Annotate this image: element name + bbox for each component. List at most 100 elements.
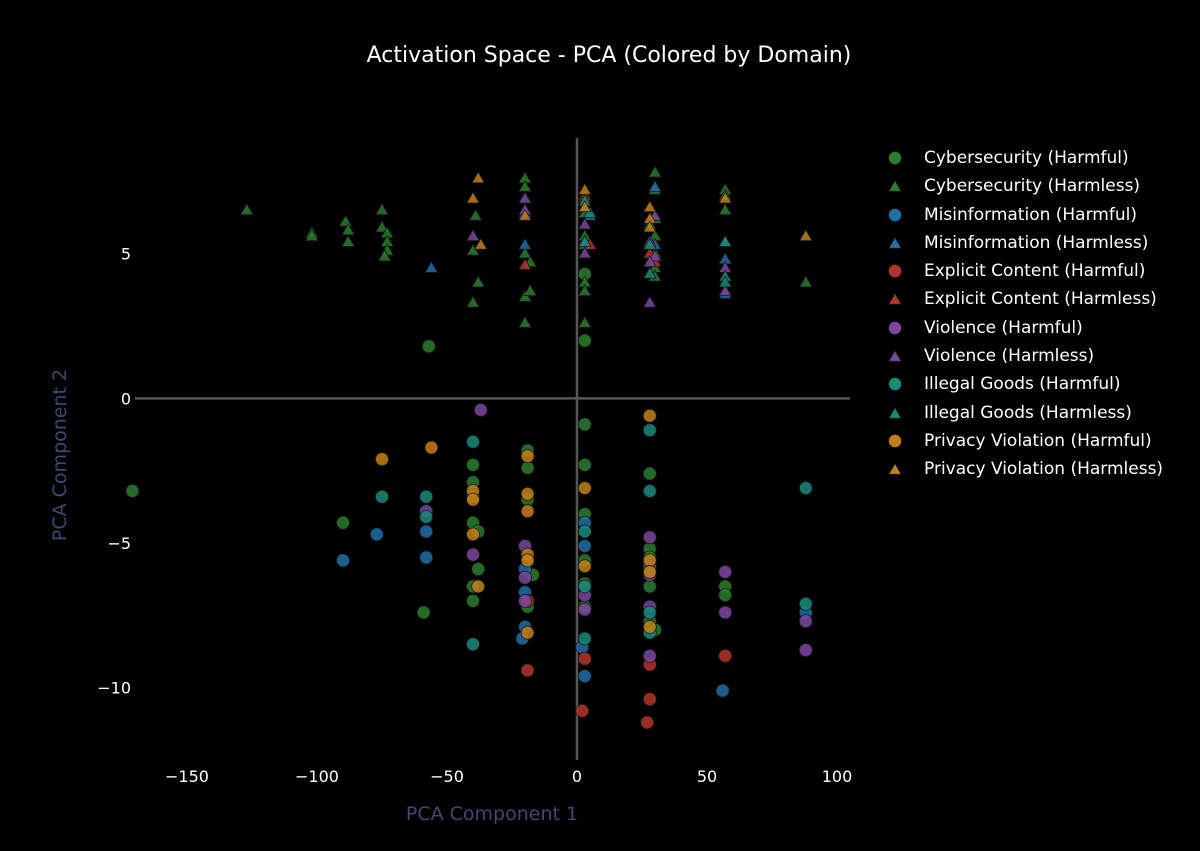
data-point: [304, 229, 319, 241]
data-point: [466, 593, 480, 608]
data-point: [642, 266, 657, 279]
y-tick-label: 5: [121, 245, 131, 264]
legend-label: Illegal Goods (Harmful): [924, 374, 1121, 395]
data-point: [648, 179, 662, 192]
data-point: [419, 510, 434, 524]
data-point: [642, 620, 657, 634]
legend-label: Misinformation (Harmless): [924, 232, 1149, 253]
data-point: [369, 527, 384, 542]
x-tick-label: −50: [430, 767, 464, 786]
triangle-marker-icon: [888, 406, 902, 419]
data-point: [577, 333, 592, 348]
circle-marker-icon: [888, 151, 902, 165]
triangle-marker-icon: [888, 179, 902, 192]
data-point: [583, 205, 597, 218]
series-illegal-goods-harmful: [375, 423, 813, 652]
data-point: [577, 182, 592, 195]
series-misinformation-harmful: [336, 515, 813, 698]
data-point: [518, 191, 532, 204]
data-point: [718, 203, 733, 215]
legend-label: Violence (Harmless): [924, 346, 1095, 367]
x-tick-label: 100: [822, 767, 853, 786]
data-point: [466, 492, 480, 507]
triangle-marker-icon: [888, 293, 902, 306]
data-point: [718, 588, 733, 602]
data-point: [718, 565, 733, 579]
data-point: [125, 484, 140, 498]
data-point: [518, 237, 532, 250]
data-point: [518, 315, 532, 328]
data-point: [642, 237, 657, 250]
data-point: [471, 562, 486, 576]
data-point: [577, 246, 592, 259]
data-point: [520, 449, 535, 464]
data-point: [518, 289, 532, 302]
x-tick-label: 0: [572, 767, 582, 786]
data-point: [577, 417, 592, 432]
data-point: [520, 460, 535, 475]
data-point: [577, 458, 592, 472]
data-point: [239, 203, 254, 215]
legend-label: Privacy Violation (Harmless): [924, 459, 1164, 480]
data-point: [466, 191, 480, 204]
circle-marker-icon: [888, 434, 902, 448]
data-point: [715, 683, 730, 698]
data-point: [336, 515, 350, 530]
series-illegal-goods-harmless: [577, 194, 733, 288]
circle-marker-icon: [888, 377, 902, 392]
data-point: [471, 579, 486, 594]
data-point: [577, 524, 592, 539]
data-point: [466, 637, 480, 652]
data-point: [419, 550, 434, 565]
chart-title: Activation Space - PCA (Colored by Domai…: [367, 43, 852, 68]
x-tick-label: 50: [697, 767, 717, 786]
circle-marker-icon: [888, 264, 902, 279]
triangle-marker-icon: [888, 462, 902, 475]
data-point: [577, 579, 592, 594]
data-point: [466, 243, 480, 256]
triangle-marker-icon: [888, 349, 902, 362]
data-point: [577, 651, 592, 666]
circle-marker-icon: [888, 320, 902, 335]
data-point: [375, 489, 389, 504]
data-point: [336, 553, 350, 568]
data-point: [375, 220, 389, 233]
data-point: [642, 200, 657, 213]
data-point: [798, 614, 813, 629]
data-point: [577, 200, 592, 213]
data-point: [640, 715, 655, 730]
data-point: [471, 171, 486, 184]
data-point: [424, 440, 439, 455]
data-point: [642, 530, 657, 545]
data-point: [523, 284, 538, 296]
legend-label: Cybersecurity (Harmful): [924, 148, 1129, 168]
data-point: [518, 570, 532, 585]
data-point: [798, 481, 813, 495]
x-tick-label: −150: [165, 767, 209, 786]
data-point: [518, 179, 532, 192]
legend-label: Explicit Content (Harmless): [924, 289, 1157, 310]
data-point: [718, 275, 733, 288]
legend-label: Cybersecurity (Harmless): [924, 176, 1141, 197]
data-point: [798, 229, 813, 241]
data-point: [718, 234, 733, 247]
series-violence-harmless: [466, 191, 733, 308]
data-point: [419, 524, 434, 539]
data-point: [642, 692, 657, 707]
data-point: [642, 565, 657, 579]
data-point: [520, 663, 535, 678]
data-point: [577, 559, 592, 574]
x-tick-label: −100: [295, 767, 339, 786]
data-point: [518, 593, 532, 608]
data-point: [577, 284, 592, 296]
data-point: [341, 234, 356, 247]
series-privacy-violation-harmless: [466, 171, 813, 250]
data-point: [718, 191, 733, 204]
data-point: [642, 295, 657, 308]
data-point: [419, 489, 434, 504]
data-point: [642, 553, 657, 568]
circle-marker-icon: [888, 207, 902, 222]
data-point: [718, 605, 733, 620]
